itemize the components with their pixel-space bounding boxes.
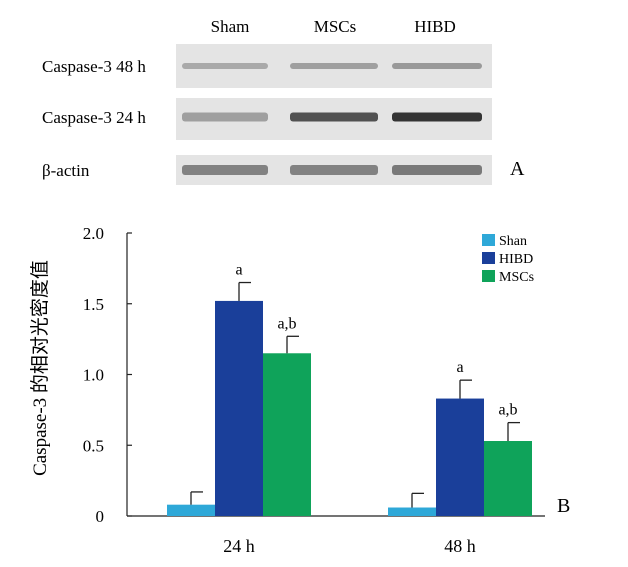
blot-band (290, 112, 378, 122)
panel-label-a: A (510, 158, 525, 180)
lane-label: Sham (211, 17, 250, 36)
blot-band (182, 165, 268, 175)
blot-band (392, 63, 482, 69)
y-tick-label: 2.0 (83, 224, 104, 243)
y-tick-label: 0 (96, 507, 105, 526)
legend: Shan HIBD MSCs (482, 234, 534, 285)
western-blot-panel: Sham MSCs HIBD Caspase-3 48 h Caspase-3 24 h… (42, 17, 492, 185)
x-tick-label: 24 h (223, 536, 255, 556)
legend-entry: MSCs (499, 270, 534, 285)
blot-row: Caspase-3 24 h (42, 98, 492, 140)
significance-label: a (235, 262, 242, 279)
blot-row-label: Caspase-3 24 h (42, 108, 146, 127)
blot-band (182, 112, 268, 122)
blot-membrane (176, 44, 492, 88)
lane-label: MSCs (314, 17, 357, 36)
bar (263, 353, 311, 516)
bar (167, 504, 215, 516)
blot-band (290, 63, 378, 69)
bar (215, 300, 263, 516)
blot-band (182, 63, 268, 69)
x-tick-label: 48 h (444, 536, 476, 556)
significance-label: a,b (277, 315, 296, 332)
significance-label: a (456, 359, 463, 376)
bar (436, 398, 484, 516)
legend-swatch (482, 270, 495, 282)
bar-chart-panel: 0 0.5 1.0 1.5 2.0 Caspase-3 的相对光密度值 a a,b a a,b 24… (29, 224, 545, 556)
y-tick-label: 1.0 (83, 366, 104, 385)
blot-row-label: β-actin (42, 161, 90, 180)
blot-band (392, 112, 482, 122)
bar (388, 507, 436, 516)
legend-entry: HIBD (499, 252, 533, 267)
bar (484, 441, 532, 516)
y-tick-label: 1.5 (83, 295, 104, 314)
blot-row-label: Caspase-3 48 h (42, 57, 146, 76)
blot-row: Caspase-3 48 h (42, 44, 492, 88)
panel-label-b: B (557, 495, 570, 517)
legend-swatch (482, 252, 495, 264)
y-axis-label: Caspase-3 的相对光密度值 (29, 260, 51, 476)
blot-row: β-actin (42, 155, 492, 185)
legend-swatch (482, 234, 495, 246)
significance-label: a,b (498, 402, 517, 419)
legend-entry: Shan (499, 234, 527, 249)
y-tick-label: 0.5 (83, 436, 104, 455)
blot-band (392, 165, 482, 175)
blot-band (290, 165, 378, 175)
lane-label: HIBD (414, 17, 456, 36)
